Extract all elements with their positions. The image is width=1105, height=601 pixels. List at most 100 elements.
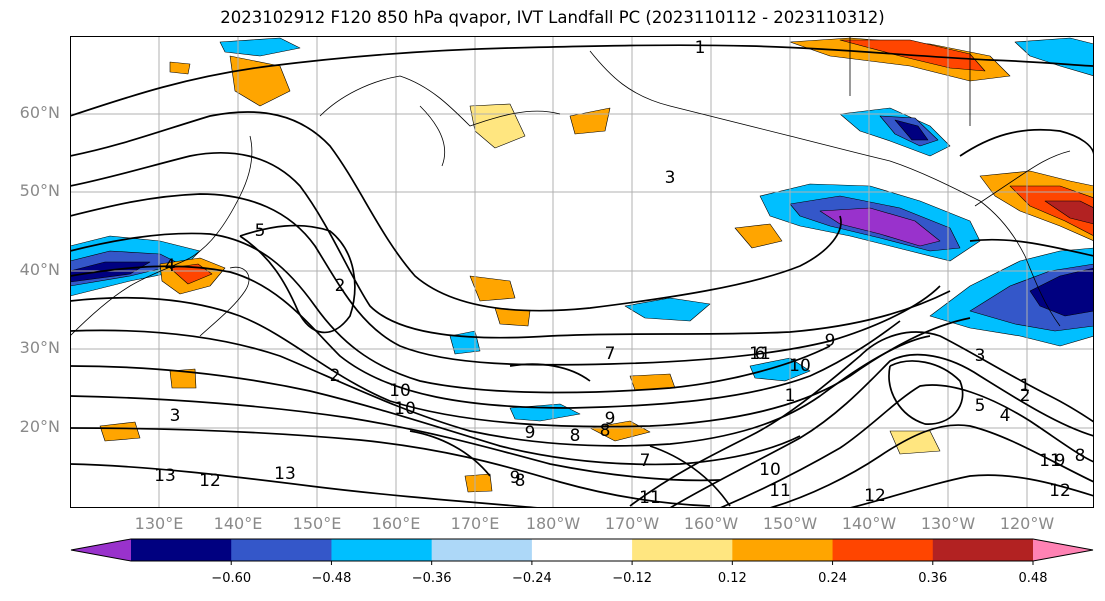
- contour-label: 11: [749, 344, 771, 364]
- colorbar-cell: [632, 539, 733, 561]
- coastline: [319, 75, 561, 127]
- longitude-label: 180°W: [525, 514, 581, 533]
- contour-label: 4: [165, 256, 176, 276]
- positive-anomaly: [1009, 185, 1094, 237]
- contour-label: 7: [640, 451, 651, 471]
- contour-label: 8: [570, 426, 581, 446]
- contour-label: 8: [600, 421, 611, 441]
- ivt-contours: [70, 44, 1094, 508]
- coastlines: [70, 36, 1071, 337]
- contour-label: 9: [510, 468, 521, 488]
- colorbar-cell: [431, 539, 533, 561]
- ivt-contour: [70, 151, 951, 339]
- contour-label: 4: [1000, 406, 1011, 426]
- contour-label: 8: [1075, 446, 1086, 466]
- ivt-contour: [629, 331, 1094, 507]
- colorbar-tick-label: 0.24: [818, 571, 848, 586]
- contour-label: 9: [825, 331, 836, 351]
- ivt-contour: [719, 384, 1094, 508]
- ivt-contour: [70, 193, 941, 366]
- coastline: [974, 150, 1071, 207]
- contour-label: 13: [154, 466, 176, 486]
- negative-anomaly: [819, 207, 941, 247]
- contour-label: 8: [515, 471, 526, 491]
- colorbar-tick-label: −0.48: [311, 571, 352, 586]
- longitude-label: 150°W: [762, 514, 818, 533]
- positive-anomaly: [1044, 200, 1094, 225]
- contour-label: 5: [975, 396, 986, 416]
- contour-label: 9: [525, 423, 536, 443]
- ivt-contour: [649, 445, 731, 507]
- contour-label: 10: [394, 399, 416, 419]
- positive-anomaly: [889, 430, 941, 455]
- longitude-label: 160°W: [683, 514, 739, 533]
- ivt-contour: [70, 232, 831, 394]
- longitude-label: 130°E: [134, 514, 184, 533]
- colorbar-cell: [932, 539, 1034, 561]
- negative-anomaly: [624, 297, 711, 322]
- ivt-contour: [70, 265, 901, 409]
- colorbar-high-extend: [1033, 539, 1093, 561]
- positive-anomaly: [734, 223, 783, 249]
- coastline: [419, 105, 446, 167]
- contour-label: 11: [639, 488, 661, 508]
- contour-label: 12: [1049, 481, 1071, 501]
- contour-label: 12: [199, 471, 221, 491]
- colorbar-tick-label: 0.48: [1018, 571, 1048, 586]
- contour-label: 13: [274, 464, 296, 484]
- positive-anomaly: [469, 275, 516, 302]
- colorbar-tick-label: −0.60: [211, 571, 252, 586]
- ivt-contour: [849, 474, 1094, 508]
- ivt-contour: [70, 365, 801, 466]
- contour-label: 3: [665, 168, 676, 188]
- longitude-label: 140°E: [213, 514, 263, 533]
- contour-label: 10: [789, 356, 811, 376]
- negative-anomaly: [749, 357, 811, 382]
- colorbar-cell: [732, 539, 834, 561]
- longitude-label: 130°W: [920, 514, 976, 533]
- ivt-contour: [70, 395, 721, 482]
- negative-anomaly: [894, 119, 929, 141]
- positive-anomaly: [169, 263, 213, 285]
- colorbar-tick-label: −0.36: [411, 571, 452, 586]
- colorbar-cell: [531, 539, 633, 561]
- negative-anomaly: [1014, 37, 1094, 77]
- longitude-label: 160°E: [371, 514, 421, 533]
- ivt-contour: [959, 128, 1094, 157]
- contour-label: 1: [785, 386, 796, 406]
- positive-anomaly: [469, 103, 526, 149]
- longitude-label: 120°W: [999, 514, 1055, 533]
- ivt-contour: [509, 363, 591, 382]
- coastline: [889, 160, 1061, 327]
- contour-label: 2: [335, 276, 346, 296]
- colorbar-cell: [832, 539, 934, 561]
- positive-anomaly: [99, 421, 141, 442]
- latitude-label: 60°N: [19, 103, 60, 122]
- colorbar: [70, 538, 1094, 565]
- contour-label: 11: [1039, 451, 1061, 471]
- colorbar-outline: [70, 538, 1094, 562]
- negative-anomaly: [219, 37, 301, 57]
- ivt-contour: [70, 44, 1094, 117]
- graticule: [70, 36, 1094, 508]
- contour-label: 5: [255, 221, 266, 241]
- colorbar-tick-label: −0.12: [612, 571, 653, 586]
- contour-label: 1: [695, 38, 706, 58]
- longitude-label: 140°W: [841, 514, 897, 533]
- ivt-contour: [70, 111, 842, 312]
- longitude-label: 150°E: [292, 514, 342, 533]
- contour-label: 7: [605, 344, 616, 364]
- latitude-label: 40°N: [19, 260, 60, 279]
- colorbar-cell: [231, 539, 332, 561]
- positive-anomaly: [569, 107, 611, 135]
- ivt-contour: [70, 296, 971, 428]
- positive-anomaly: [229, 55, 291, 107]
- map-title: 2023102912 F120 850 hPa qvapor, IVT Land…: [220, 8, 885, 27]
- contour-label: 12: [864, 486, 886, 506]
- longitude-label: 170°W: [604, 514, 660, 533]
- coastline: [589, 50, 891, 162]
- colorbar-tick-label: −0.24: [511, 571, 552, 586]
- positive-anomaly: [169, 368, 197, 389]
- ivt-contour: [70, 427, 711, 507]
